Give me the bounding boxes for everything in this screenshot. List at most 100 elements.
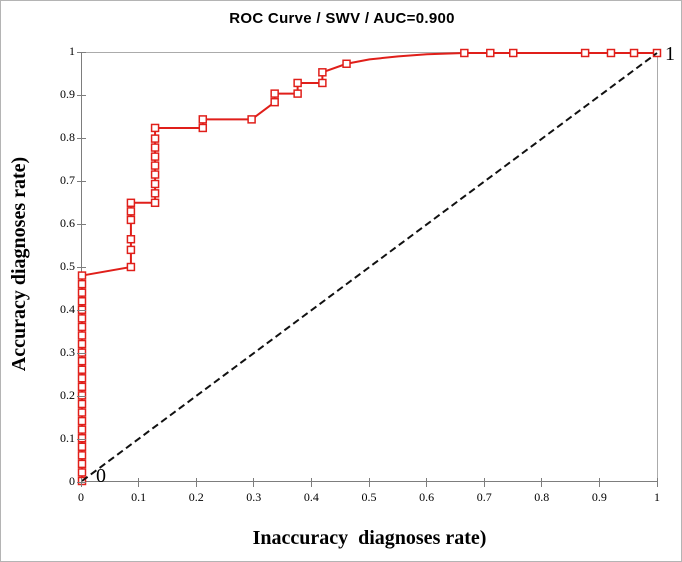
roc-data-marker	[247, 115, 256, 124]
y-axis-tick-label: 0.5	[60, 259, 75, 273]
roc-data-marker	[77, 451, 87, 460]
x-axis-tick-label: 0.3	[246, 490, 262, 504]
x-axis-tick-mark	[195, 478, 197, 487]
roc-data-marker	[77, 416, 87, 426]
roc-data-marker	[77, 399, 87, 409]
x-axis-tick-label: 0.7	[476, 490, 492, 504]
x-axis-tick-label: 0.6	[419, 490, 435, 504]
roc-data-marker	[77, 322, 87, 332]
x-axis-tick-mark	[541, 478, 543, 487]
roc-data-marker	[77, 382, 87, 392]
x-axis-tick-mark	[656, 478, 658, 487]
roc-data-marker	[318, 68, 327, 77]
plot-area	[77, 48, 662, 486]
x-axis-tick-label: 0.5	[361, 490, 377, 504]
chart-title: ROC Curve / SWV / AUC=0.900	[229, 10, 455, 27]
y-axis-tick-mark	[77, 180, 86, 182]
roc-data-marker	[77, 331, 87, 340]
y-axis-tick-mark	[77, 395, 86, 397]
roc-data-marker	[460, 48, 469, 58]
roc-data-marker	[77, 279, 87, 289]
roc-data-marker	[606, 48, 616, 58]
roc-data-marker	[150, 123, 160, 133]
roc-data-marker	[77, 459, 87, 469]
y-axis-tick-label: 0.8	[60, 130, 75, 144]
y-axis-tick-label: 0.4	[60, 302, 75, 316]
origin-annotation: 0	[96, 465, 106, 487]
roc-data-marker	[150, 161, 160, 170]
roc-data-marker	[629, 48, 639, 58]
roc-data-marker	[77, 365, 87, 374]
y-axis-tick-label: 0.1	[60, 431, 75, 445]
x-axis-tick-mark	[253, 478, 255, 487]
y-axis-tick-label: 0.6	[60, 216, 75, 230]
roc-data-marker	[77, 314, 87, 323]
y-axis-tick-mark	[77, 51, 86, 53]
roc-data-marker	[77, 339, 87, 349]
x-axis-tick-mark	[138, 478, 140, 487]
roc-data-marker	[293, 78, 302, 88]
roc-data-marker	[77, 442, 87, 451]
roc-data-marker	[77, 433, 87, 443]
roc-data-marker	[77, 408, 87, 417]
y-axis-tick-mark	[77, 94, 86, 96]
roc-data-marker	[126, 198, 136, 208]
roc-data-marker	[318, 78, 327, 88]
roc-data-marker	[77, 374, 87, 383]
roc-data-marker	[293, 89, 302, 98]
roc-data-marker	[77, 297, 87, 306]
roc-data-marker	[150, 179, 160, 189]
chance-diagonal-line	[81, 52, 658, 482]
y-axis-tick-label: 0.2	[60, 388, 75, 402]
roc-data-marker	[198, 115, 208, 124]
roc-data-marker	[126, 207, 136, 216]
roc-data-marker	[126, 245, 136, 255]
y-axis-tick-mark	[77, 481, 86, 483]
roc-data-marker	[342, 59, 351, 68]
roc-data-marker	[150, 152, 160, 161]
x-axis-tick-label: 0.9	[591, 490, 607, 504]
roc-data-marker	[486, 48, 495, 58]
x-axis-tick-mark	[483, 478, 485, 487]
roc-data-marker	[150, 170, 160, 179]
roc-data-marker	[150, 134, 160, 143]
y-axis-tick-mark	[77, 352, 86, 354]
roc-data-marker	[270, 97, 279, 107]
y-axis-tick-mark	[77, 266, 86, 268]
roc-data-marker	[150, 189, 160, 198]
roc-data-marker	[77, 468, 87, 477]
x-axis-tick-label: 0.4	[303, 490, 319, 504]
y-axis-tick-mark	[77, 438, 86, 440]
x-axis-tick-label: 0.2	[188, 490, 204, 504]
x-axis-tick-mark	[426, 478, 428, 487]
x-axis-tick-label: 0.1	[131, 490, 147, 504]
x-axis-tick-label: 0	[78, 490, 84, 504]
roc-data-marker	[77, 391, 87, 400]
y-axis-tick-label: 0.3	[60, 345, 75, 359]
x-axis-tick-label: 1	[654, 490, 660, 504]
y-axis-tick-mark	[77, 223, 86, 225]
y-axis-tick-label: 0.7	[60, 173, 75, 187]
y-axis-tick-label: 1	[69, 44, 75, 58]
roc-data-marker	[126, 234, 136, 244]
roc-data-marker	[77, 288, 87, 297]
y-axis-tick-mark	[77, 309, 86, 311]
top-right-annotation: 1	[665, 43, 675, 65]
roc-data-marker	[126, 262, 136, 272]
x-axis-tick-mark	[368, 478, 370, 487]
y-axis-tick-label: 0.9	[60, 87, 75, 101]
x-axis-tick-mark	[80, 478, 82, 487]
roc-data-marker	[270, 89, 279, 98]
x-axis-tick-label: 0.8	[534, 490, 550, 504]
roc-data-marker	[509, 48, 518, 58]
roc-data-marker	[77, 425, 87, 434]
roc-curve-svg	[77, 48, 662, 486]
x-axis-tick-mark	[598, 478, 600, 487]
y-axis-tick-mark	[77, 137, 86, 139]
x-axis-title: Inaccuracy diagnoses rate)	[252, 527, 487, 549]
roc-data-marker	[198, 123, 208, 133]
roc-data-marker	[77, 356, 87, 366]
roc-data-marker	[580, 48, 590, 58]
x-axis-tick-mark	[310, 478, 312, 487]
